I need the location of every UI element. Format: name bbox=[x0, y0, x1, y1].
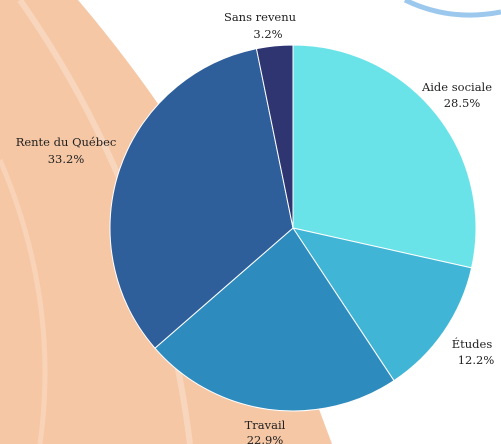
slice-label: Travail bbox=[245, 418, 286, 432]
pie-slice bbox=[292, 44, 477, 269]
slice-value-label: 3.2% bbox=[253, 27, 282, 41]
slice-value-label: 12.2% bbox=[458, 353, 495, 367]
slice-value-label: 33.2% bbox=[48, 152, 85, 166]
slice-label: Sans revenu bbox=[224, 10, 296, 24]
slice-label: Études bbox=[452, 337, 493, 351]
pie-slice bbox=[291, 227, 473, 382]
slice-value-label: 28.5% bbox=[444, 96, 481, 110]
pie-slice bbox=[255, 44, 294, 229]
background-stripe bbox=[0, 159, 48, 444]
slice-label: Rente du Québec bbox=[16, 135, 117, 149]
background-arc bbox=[403, 0, 501, 18]
slice-label: Aide sociale bbox=[421, 80, 492, 94]
pie-slice bbox=[154, 227, 395, 412]
pie-slice bbox=[109, 48, 294, 349]
slice-value-label: 22.9% bbox=[247, 433, 284, 444]
